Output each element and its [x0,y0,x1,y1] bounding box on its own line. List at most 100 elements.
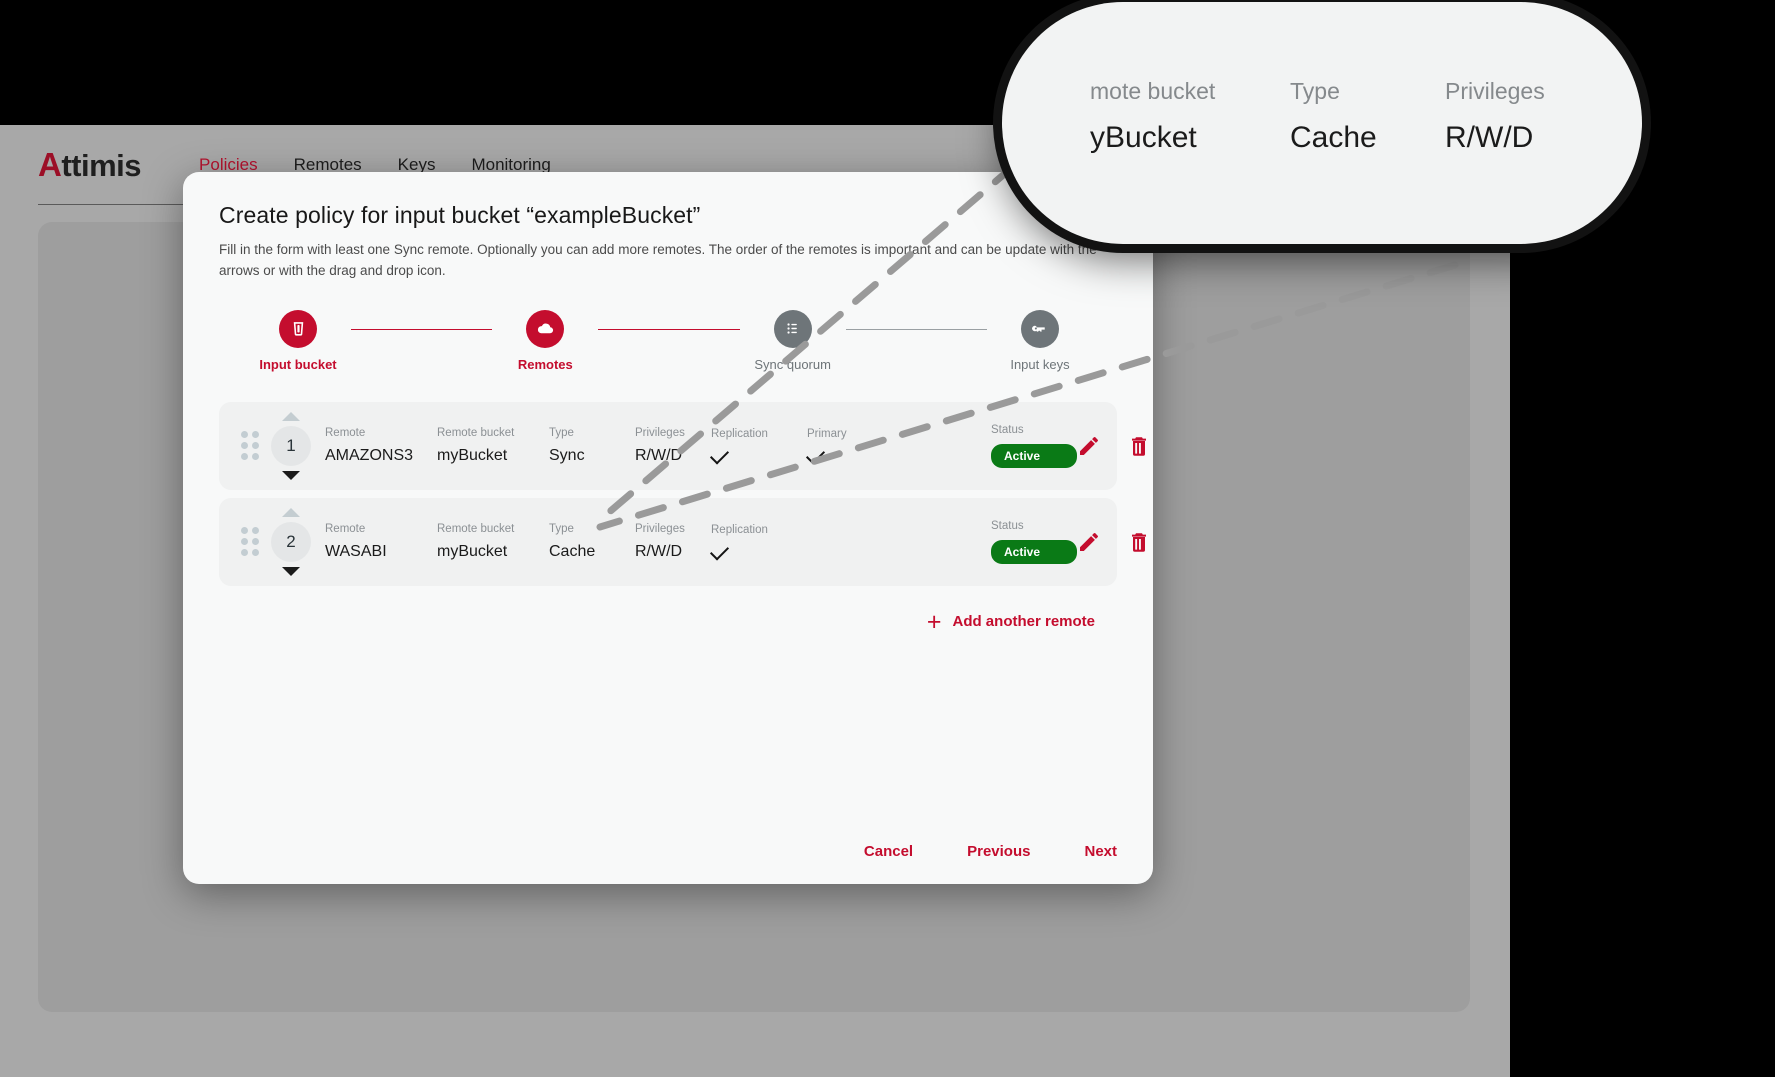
status-badge: Active [991,443,1077,468]
zoom-label-privileges: Privileges [1445,78,1545,104]
main-nav: Policies Remotes Keys Monitoring [199,155,551,175]
order-badge: 1 [271,425,311,466]
zoom-value-remote-bucket: yBucket [1090,121,1197,154]
plus-icon: + [926,607,942,636]
column-header-remote: Remote [325,522,366,535]
nav-item-monitoring[interactable]: Monitoring [471,155,551,174]
order-control: 2 [271,498,311,586]
value-remote: WASABI [325,542,387,560]
order-control: 1 [271,402,311,490]
step-connector-2 [598,328,740,330]
step-sync-quorum[interactable]: Sync quorum [740,309,846,372]
value-type: Sync [549,446,585,464]
step-label-sync-quorum: Sync quorum [754,356,831,372]
delete-trash-icon[interactable] [1127,434,1151,458]
zoom-value-type: Cache [1290,121,1377,154]
cell-primary: Primary [805,427,991,465]
column-header-remote: Remote [325,426,366,439]
row-actions [1077,530,1151,554]
column-header-replication: Replication [711,427,768,440]
brand-logo-text: ttimis [61,148,142,183]
cell-replication: Replication [709,427,807,465]
cell-type: Type Cache [549,523,635,561]
checkmark-icon [805,445,826,465]
order-badge: 2 [271,521,311,562]
zoom-callout-bubble: mote bucket yBucket Type Cache Privilege… [1002,2,1642,244]
column-header-privileges: Privileges [635,522,685,535]
dialog-footer: Cancel Previous Next [864,843,1117,860]
step-label-input-bucket: Input bucket [259,356,337,372]
row-actions [1077,434,1151,458]
create-policy-dialog: Create policy for input bucket “exampleB… [183,172,1153,884]
add-another-remote-label: Add another remote [952,613,1095,631]
zoom-value-privileges: R/W/D [1445,121,1534,154]
cell-type: Type Sync [549,427,635,465]
step-label-input-keys: Input keys [1010,356,1070,372]
zoom-callout-content: mote bucket yBucket Type Cache Privilege… [1090,78,1545,155]
cell-remote: Remote WASABI [325,523,437,561]
row-fields: Remote WASABI Remote bucket myBucket Typ… [311,520,1077,564]
step-connector-1 [351,328,493,330]
brand-logo-letter: A [38,146,62,183]
zoom-cell-privileges: Privileges R/W/D [1445,78,1545,155]
edit-pencil-icon[interactable] [1077,434,1101,458]
step-label-remotes: Remotes [517,356,573,372]
column-header-type: Type [549,522,574,535]
nav-item-policies[interactable]: Policies [199,155,258,174]
dialog-title: Create policy for input bucket “exampleB… [219,202,701,228]
cell-privileges: Privileges R/W/D [635,523,711,561]
cancel-button[interactable]: Cancel [863,843,914,860]
checkmark-icon [709,541,730,561]
column-header-status: Status [991,423,1024,436]
previous-button[interactable]: Previous [967,843,1031,860]
status-badge: Active [991,539,1077,564]
table-row[interactable]: 1 Remote AMAZONS3 Remote bucket myBucket [219,401,1146,490]
row-fields: Remote AMAZONS3 Remote bucket myBucket T… [311,424,1077,468]
key-icon [1020,309,1059,348]
value-remote-bucket: myBucket [437,446,508,464]
value-remote: AMAZONS3 [325,446,414,464]
add-another-remote-button[interactable]: + Add another remote [219,607,1095,636]
column-header-type: Type [549,426,574,439]
move-down-arrow-icon[interactable] [282,470,300,480]
edit-pencil-icon[interactable] [1077,530,1101,554]
table-row[interactable]: 2 Remote WASABI Remote bucket myBucket [219,497,1146,586]
cell-remote-bucket: Remote bucket myBucket [437,427,549,465]
column-header-privileges: Privileges [635,426,685,439]
delete-trash-icon[interactable] [1127,530,1151,554]
zoom-cell-remote-bucket: mote bucket yBucket [1090,78,1290,155]
cell-remote: Remote AMAZONS3 [325,427,437,465]
step-input-bucket[interactable]: Input bucket [245,309,351,372]
checkmark-icon [709,445,730,465]
bucket-icon [279,309,317,348]
column-header-replication: Replication [711,523,768,536]
wizard-stepper: Input bucket Remotes Sync quorum [219,309,1117,372]
column-header-primary: Primary [807,427,847,440]
drag-handle-icon[interactable] [241,430,259,461]
cell-status: Status Active [991,520,1077,564]
value-type: Cache [549,542,596,560]
drag-handle-icon[interactable] [241,526,259,557]
move-up-arrow-icon[interactable] [282,507,300,517]
nav-item-remotes[interactable]: Remotes [293,155,362,174]
step-connector-3 [845,328,987,330]
remotes-list: 1 Remote AMAZONS3 Remote bucket myBucket [219,401,1146,586]
step-remotes[interactable]: Remotes [492,309,598,372]
move-down-arrow-icon[interactable] [282,566,300,576]
cell-privileges: Privileges R/W/D [635,427,711,465]
column-header-status: Status [991,519,1024,532]
next-button[interactable]: Next [1084,843,1117,860]
nav-item-keys[interactable]: Keys [397,155,436,174]
list-icon [773,309,812,348]
zoom-label-remote-bucket: mote bucket [1090,78,1216,104]
step-input-keys[interactable]: Input keys [987,309,1093,372]
column-header-remote-bucket: Remote bucket [437,426,515,439]
value-privileges: R/W/D [635,446,683,464]
move-up-arrow-icon[interactable] [282,411,300,421]
cell-status: Status Active [991,424,1077,468]
cloud-icon [526,309,565,348]
value-privileges: R/W/D [635,542,683,560]
